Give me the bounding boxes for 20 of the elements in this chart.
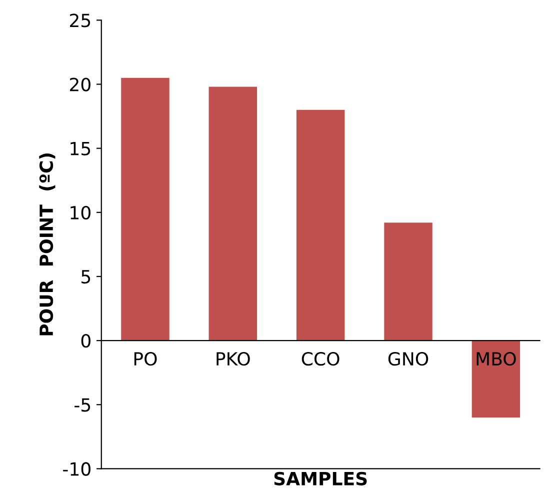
bar [472,340,520,418]
x-tick-label: PKO [216,352,250,366]
y-tick-label: 10 [70,206,90,220]
y-tick-label: 25 [70,14,90,28]
x-tick-label: MBO [476,352,516,366]
x-tick-label: PO [134,352,157,366]
y-tick-label: 5 [82,270,90,284]
x-tick-label: GNO [388,352,428,366]
y-tick-label: -10 [63,462,90,476]
bar [384,222,432,341]
bar [296,110,345,341]
y-axis-title: POUR POINT (ºC) [39,154,56,336]
y-tick-label: 20 [70,78,90,92]
y-tick-label: -5 [74,398,90,412]
y-tick-label: 15 [70,142,90,156]
bar [121,78,170,341]
bar [208,86,258,341]
x-axis-title: SAMPLES [274,472,367,486]
x-tick-label: CCO [302,352,340,366]
y-tick-label: 0 [81,334,90,348]
